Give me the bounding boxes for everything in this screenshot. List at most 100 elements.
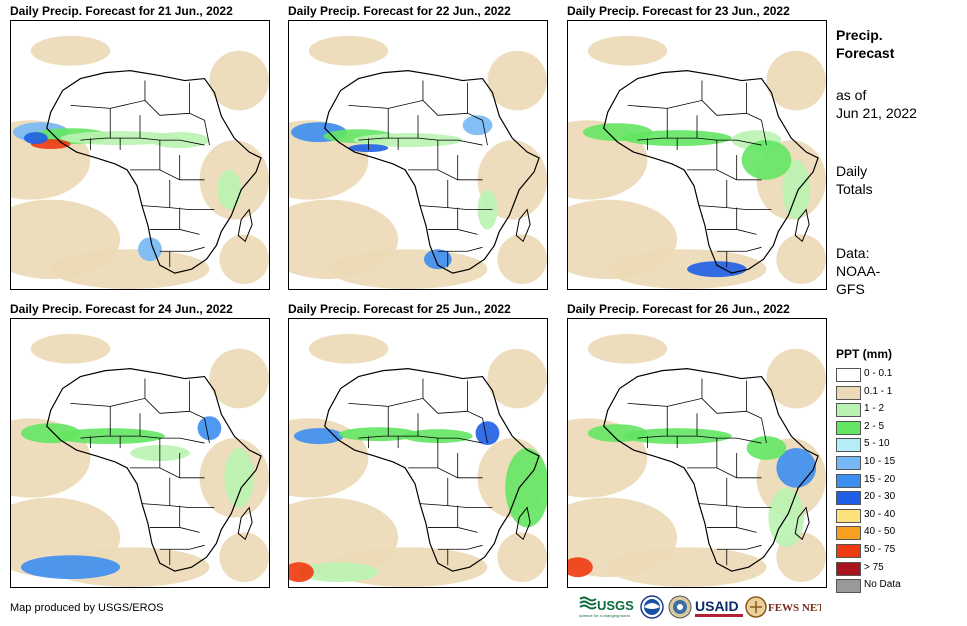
country-border	[437, 410, 483, 419]
country-border	[388, 397, 439, 414]
madagascar-coastline	[515, 208, 531, 243]
precip-area	[587, 333, 668, 364]
legend-swatch	[836, 385, 861, 400]
country-border	[698, 503, 772, 508]
legend-label: 0.1 - 1	[864, 385, 893, 397]
precip-area	[298, 562, 379, 583]
country-border	[159, 410, 205, 419]
side-totals-line2: Totals	[836, 181, 873, 197]
legend-label: 10 - 15	[864, 455, 896, 467]
precip-area	[328, 249, 488, 289]
credit-text: Map produced by USGS/EROS	[10, 602, 164, 614]
legend-swatch	[836, 455, 861, 470]
legend-swatch	[836, 368, 861, 382]
madagascar-coastline	[794, 208, 810, 243]
side-heading: Precip. Forecast	[836, 26, 894, 62]
country-border	[204, 418, 210, 444]
country-border	[141, 205, 215, 210]
side-data-line3: GFS	[836, 281, 865, 297]
precip-area	[50, 249, 210, 289]
country-border	[482, 120, 488, 146]
map-panel-3	[567, 20, 827, 290]
precip-area	[497, 234, 547, 285]
map-panel-6	[567, 318, 827, 588]
precip-area	[138, 237, 162, 262]
country-border	[159, 139, 205, 146]
country-border	[667, 99, 718, 116]
precip-map-svg	[568, 35, 826, 289]
legend-swatch	[836, 473, 861, 488]
panel-title-5: Daily Precip. Forecast for 25 Jun., 2022	[288, 302, 511, 316]
precip-map-svg	[11, 333, 269, 587]
precip-area	[766, 348, 826, 409]
country-border	[716, 544, 762, 550]
map-panel-4	[10, 318, 270, 588]
map-panel-2	[288, 20, 548, 290]
side-totals-line1: Daily	[836, 163, 868, 179]
legend-swatch	[836, 438, 861, 453]
country-border	[761, 120, 767, 146]
precip-area	[219, 532, 269, 583]
country-border	[637, 435, 717, 439]
precip-map-svg	[568, 333, 826, 587]
country-border	[716, 139, 762, 146]
doi-seal-logo	[668, 595, 692, 619]
precip-area	[209, 50, 269, 111]
country-border	[408, 169, 483, 181]
country-border	[716, 246, 762, 252]
legend-swatch	[836, 491, 861, 506]
country-border	[687, 467, 762, 479]
country-border	[159, 437, 205, 444]
precip-area	[746, 436, 787, 460]
fewsnet-logo: FEWS NET	[745, 595, 825, 619]
country-border	[706, 527, 757, 533]
legend-label: 2 - 5	[864, 420, 885, 432]
country-border	[706, 229, 757, 235]
precip-map-svg	[289, 333, 547, 587]
madagascar-coastline	[237, 208, 253, 243]
country-border	[716, 112, 762, 121]
precip-area	[308, 35, 389, 66]
precip-area	[487, 348, 547, 409]
precip-area	[217, 169, 242, 210]
legend-label: 20 - 30	[864, 491, 896, 503]
africa-coastline	[324, 368, 540, 572]
country-border	[408, 467, 483, 479]
precip-area	[766, 50, 826, 111]
country-border	[80, 137, 160, 141]
precip-area	[308, 333, 389, 364]
africa-coastline	[603, 368, 819, 572]
precip-area	[423, 249, 452, 270]
side-asof-line1: as of	[836, 87, 867, 103]
madagascar-coastline	[515, 506, 531, 541]
country-border	[437, 139, 483, 146]
country-border	[761, 418, 767, 444]
country-border	[427, 527, 478, 533]
precip-map-svg	[11, 35, 269, 289]
usaid-logo: USAID	[695, 595, 743, 619]
side-heading-line2: Forecast	[836, 45, 895, 61]
africa-coastline	[46, 70, 262, 274]
precip-area	[289, 562, 314, 583]
usgs-logo-text: USGS	[597, 598, 634, 613]
precip-area	[403, 429, 473, 444]
country-border	[482, 418, 488, 444]
country-border	[716, 410, 762, 419]
precip-area	[30, 35, 111, 66]
country-border	[130, 467, 205, 479]
country-border	[159, 544, 205, 550]
legend-swatch	[836, 561, 861, 576]
legend-swatch	[836, 579, 861, 594]
precip-area	[219, 234, 269, 285]
africa-coastline	[324, 70, 540, 274]
precip-area	[568, 557, 593, 578]
country-border	[427, 229, 478, 235]
precip-area	[475, 421, 500, 446]
country-border	[80, 435, 160, 439]
panel-title-6: Daily Precip. Forecast for 26 Jun., 2022	[567, 302, 790, 316]
country-border	[698, 205, 772, 210]
precip-area	[30, 333, 111, 364]
precip-area	[462, 115, 493, 136]
precip-area	[20, 555, 121, 580]
precip-area	[487, 50, 547, 111]
